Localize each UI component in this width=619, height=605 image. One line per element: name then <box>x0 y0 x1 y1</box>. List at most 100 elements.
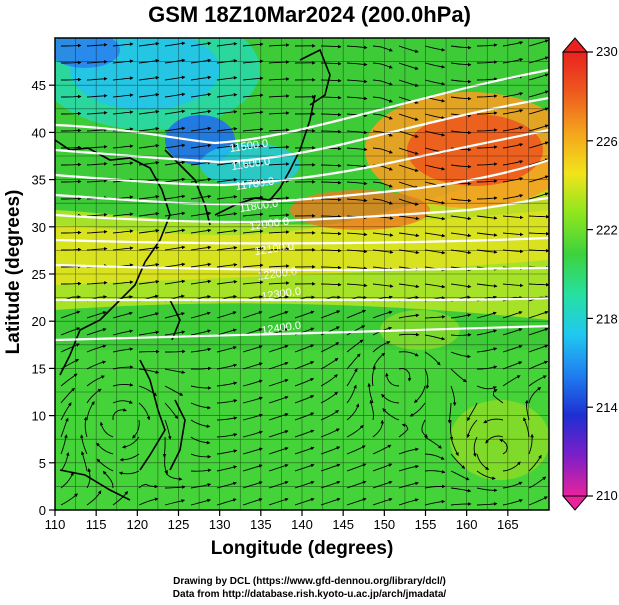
wind-arrow <box>86 77 108 81</box>
wind-arrow <box>372 62 393 69</box>
wind-arrow <box>450 215 472 221</box>
wind-arrow <box>60 471 74 489</box>
wind-arrow <box>242 447 263 455</box>
wind-arrow <box>242 396 263 404</box>
wind-arrow <box>476 215 498 220</box>
wind-arrow <box>164 160 186 166</box>
wind-arrow <box>449 419 454 441</box>
wind-arrow <box>268 361 289 370</box>
wind-arrow <box>61 94 82 99</box>
wind-arrow <box>216 110 238 115</box>
wind-arrow <box>346 480 367 489</box>
wind-arrow <box>138 497 159 506</box>
wind-arrow <box>112 491 128 506</box>
wind-arrow <box>398 313 420 319</box>
y-tick-label: 0 <box>39 503 46 518</box>
wind-arrow <box>528 310 549 319</box>
wind-arrow <box>372 181 393 188</box>
wind-arrow <box>190 41 212 47</box>
x-tick-label: 135 <box>250 517 272 532</box>
wind-arrow <box>190 436 211 445</box>
wind-arrow <box>372 341 391 353</box>
wind-arrow <box>528 344 549 353</box>
height-contours <box>55 68 549 342</box>
wind-arrow <box>138 211 160 217</box>
wind-arrow <box>132 419 140 439</box>
wind-arrow <box>320 129 342 134</box>
wind-arrow <box>61 281 82 286</box>
wind-arrow <box>346 463 367 472</box>
colorbar-max-arrow <box>561 37 589 53</box>
colorbar: 210 214 218 222 226 230 <box>561 37 618 511</box>
wind-arrow <box>86 213 108 217</box>
wind-arrow <box>242 481 263 489</box>
wind-arrow <box>398 464 419 472</box>
wind-arrow <box>268 413 289 421</box>
wind-arrow <box>60 327 81 336</box>
wind-arrow <box>450 96 472 101</box>
wind-arrow <box>60 417 69 438</box>
wind-arrow <box>268 196 290 200</box>
wind-arrow <box>493 389 504 404</box>
wind-arrow <box>268 463 289 472</box>
wind-arrow <box>424 113 446 120</box>
wind-arrow <box>502 126 524 132</box>
wind-arrow <box>138 126 160 132</box>
wind-arrow <box>86 179 108 183</box>
wind-arrow <box>60 343 80 353</box>
wind-arrow <box>424 215 446 221</box>
wind-arrow <box>381 393 400 404</box>
wind-arrow <box>216 416 238 421</box>
wind-arrow <box>346 353 361 370</box>
wind-arrow <box>190 75 212 81</box>
wind-arrow <box>61 77 82 82</box>
wind-arrow <box>164 143 186 149</box>
wind-arrow <box>398 447 419 455</box>
y-tick-label: 20 <box>32 314 46 329</box>
wind-arrow <box>372 45 393 52</box>
wind-arrow <box>164 109 186 115</box>
wind-arrow <box>424 368 430 390</box>
wind-arrow <box>372 96 393 103</box>
wind-arrow <box>86 328 107 336</box>
wind-arrow <box>268 480 289 489</box>
wind-arrow <box>424 351 441 366</box>
wind-arrow <box>112 93 134 98</box>
wind-arrow <box>424 453 445 460</box>
wind-arrow <box>398 164 419 172</box>
wind-arrow <box>476 329 497 336</box>
wind-arrow <box>190 228 212 234</box>
wind-arrow <box>371 365 376 387</box>
y-tick-label: 40 <box>32 125 46 140</box>
wind-arrow <box>216 465 238 472</box>
wind-arrow <box>502 344 523 353</box>
chart-title: GSM 18Z10Mar2024 (200.0hPa) <box>148 2 471 27</box>
wind-arrow <box>502 283 524 288</box>
y-tick-label: 35 <box>32 173 46 188</box>
wind-arrow <box>424 315 446 319</box>
wind-arrow <box>122 436 140 449</box>
wind-arrow <box>216 449 238 455</box>
wind-arrow <box>502 481 523 489</box>
wind-arrow <box>294 480 315 489</box>
wind-arrow <box>385 372 400 387</box>
x-tick-label: 115 <box>86 517 107 532</box>
y-tick-label: 45 <box>32 78 46 93</box>
wind-arrow <box>320 197 342 202</box>
wind-arrow <box>61 111 82 116</box>
wind-arrow <box>421 419 428 438</box>
wind-arrow <box>502 194 524 200</box>
wind-arrow <box>372 232 394 237</box>
wind-arrow <box>320 391 339 404</box>
wind-arrow <box>216 212 238 217</box>
wind-arrow <box>528 360 549 370</box>
wind-arrow <box>398 232 420 238</box>
y-tick-label: 30 <box>32 220 46 235</box>
wind-arrow <box>112 383 134 387</box>
wind-arrow <box>528 214 549 219</box>
wind-arrow <box>165 349 186 354</box>
wind-arrow <box>60 452 70 472</box>
wind-arrow <box>320 265 342 270</box>
wind-arrow <box>216 263 238 268</box>
wind-arrow <box>61 162 82 167</box>
